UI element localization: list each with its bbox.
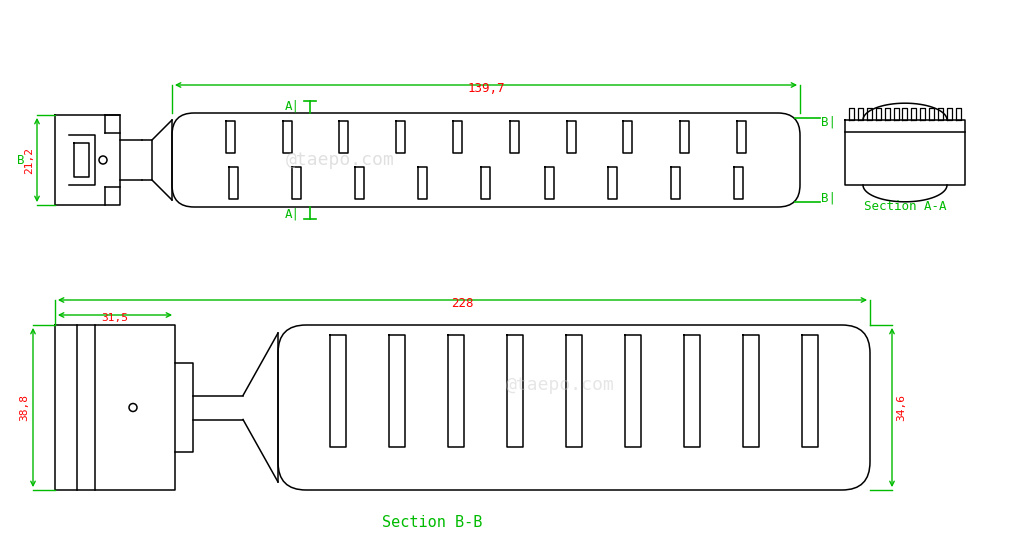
Text: 228: 228 xyxy=(451,297,473,310)
Text: B: B xyxy=(17,154,24,166)
Text: B|: B| xyxy=(821,116,836,128)
Text: A|: A| xyxy=(285,208,300,221)
Text: Section B-B: Section B-B xyxy=(383,515,483,530)
Text: @taepo.com: @taepo.com xyxy=(286,151,394,169)
Text: 31,5: 31,5 xyxy=(102,313,128,323)
Text: 21,2: 21,2 xyxy=(24,147,34,173)
Text: A|: A| xyxy=(285,99,300,112)
Text: 34,6: 34,6 xyxy=(896,394,906,421)
Text: 139,7: 139,7 xyxy=(467,82,505,95)
Text: @taepo.com: @taepo.com xyxy=(506,376,615,394)
Text: 38,8: 38,8 xyxy=(19,394,29,421)
Text: Section A-A: Section A-A xyxy=(863,200,947,213)
Text: B|: B| xyxy=(821,192,836,204)
